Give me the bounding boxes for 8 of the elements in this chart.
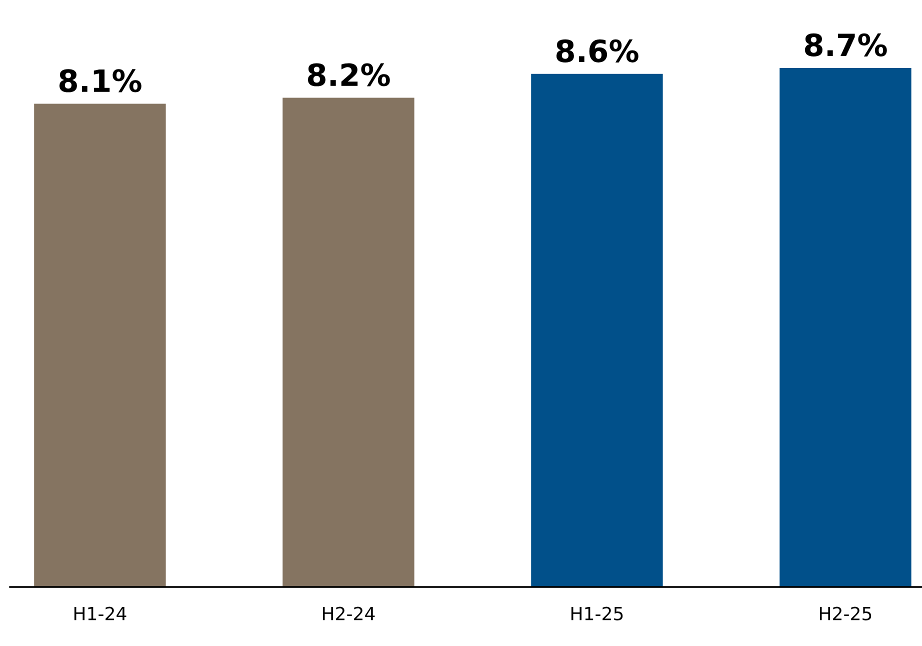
x-tick-label: H2-24 [322,606,375,620]
x-tick-label: H1-25 [571,606,623,620]
data-label: 8.1% [59,69,142,92]
x-tick-label: H2-25 [820,606,872,620]
data-label: 8.6% [556,39,638,62]
data-label: 8.7% [804,33,887,56]
x-tick-label: H1-24 [74,606,126,620]
data-label: 8.2% [308,63,390,86]
